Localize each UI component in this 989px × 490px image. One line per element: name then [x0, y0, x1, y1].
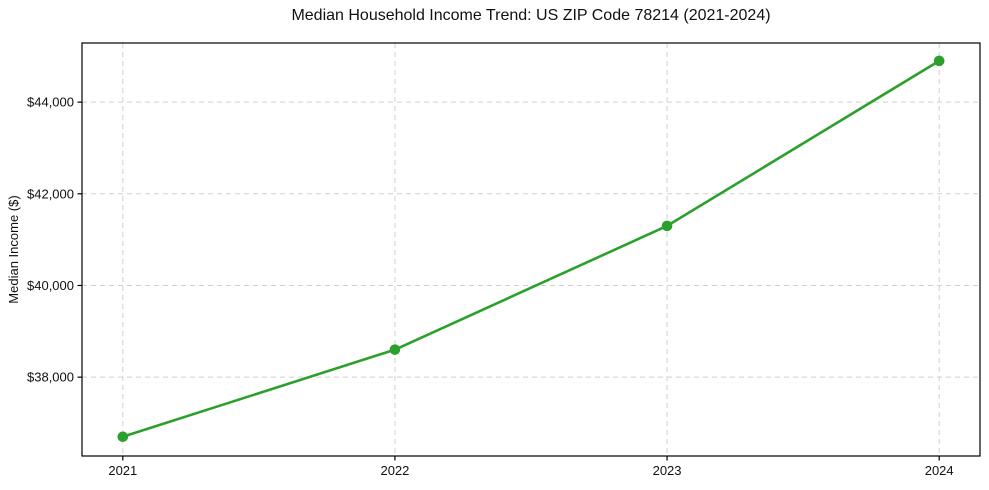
y-tick-label: $38,000 [27, 370, 74, 385]
data-point-2023 [661, 220, 673, 232]
x-tick-label: 2022 [380, 463, 409, 478]
data-point-2022 [389, 344, 401, 355]
data-point-2024 [933, 55, 945, 67]
y-tick-label: $40,000 [27, 278, 74, 293]
data-point-2021 [117, 431, 129, 443]
x-tick-label: 2021 [108, 463, 137, 478]
x-tick-label: 2024 [925, 463, 954, 478]
chart-title: Median Household Income Trend: US ZIP Co… [291, 7, 771, 24]
x-tick-label: 2023 [653, 463, 682, 478]
plot-border [81, 42, 981, 457]
trend-line [121, 59, 941, 439]
y-tick-label: $44,000 [27, 95, 74, 110]
y-tick-label: $42,000 [27, 186, 74, 201]
